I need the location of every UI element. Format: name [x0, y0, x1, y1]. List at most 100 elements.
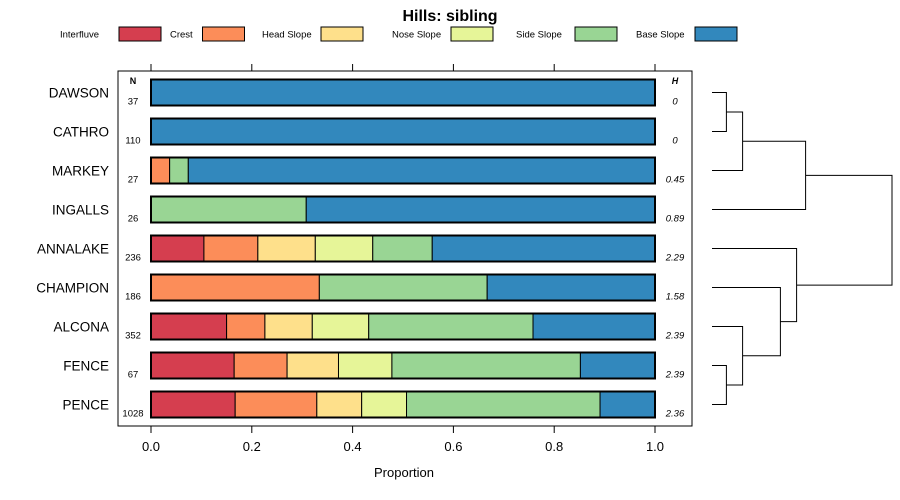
category-label-annalake: ANNALAKE: [37, 242, 109, 257]
n-value-pence: 1028: [122, 409, 143, 420]
h-header: H: [672, 76, 679, 86]
category-label-pence: PENCE: [62, 398, 109, 413]
bar-outline-champion: [150, 273, 656, 302]
dendrogram-branch-0: [712, 92, 727, 132]
n-value-champion: 186: [125, 292, 141, 303]
bar-segment-fence-nose-slope: [337, 352, 393, 379]
legend-label-side-slope: Side Slope: [516, 30, 562, 41]
bar-outline-alcona: [150, 312, 656, 341]
category-label-markey: MARKEY: [52, 164, 109, 179]
bar-segment-ingalls-base-slope: [305, 196, 656, 223]
bar-outline-ingalls: [150, 195, 656, 224]
n-value-alcona: 352: [125, 331, 141, 342]
bar-outline-pence: [150, 390, 656, 419]
h-value-annalake: 2.29: [665, 253, 685, 264]
n-value-markey: 27: [128, 175, 139, 186]
legend-label-interfluve: Interfluve: [60, 30, 99, 41]
n-value-dawson: 37: [128, 97, 139, 108]
h-value-fence: 2.39: [665, 370, 685, 381]
bar-segment-fence-base-slope: [579, 352, 656, 379]
chart-title: Hills: sibling: [402, 8, 497, 25]
legend-swatch-side-slope: [574, 26, 618, 42]
plot-frame: [117, 70, 693, 427]
category-label-dawson: DAWSON: [49, 86, 109, 101]
bar-segment-dawson-base-slope: [150, 79, 656, 106]
legend-label-nose-slope: Nose Slope: [392, 30, 441, 41]
bar-segment-pence-side-slope: [406, 391, 601, 418]
bar-segment-annalake-head-slope: [257, 235, 316, 262]
bar-outline-fence: [150, 351, 656, 380]
bar-segment-champion-side-slope: [318, 274, 488, 301]
bar-segment-alcona-crest: [226, 313, 266, 340]
bar-segment-annalake-base-slope: [431, 235, 656, 262]
legend-label-head-slope: Head Slope: [262, 30, 312, 41]
bar-outline-cathro: [150, 117, 656, 146]
legend: Interfluve Crest Head Slope Nose Slope Side …: [60, 26, 738, 42]
h-value-pence: 2.36: [665, 409, 685, 420]
category-label-champion: CHAMPION: [36, 281, 109, 296]
bar-segment-pence-nose-slope: [361, 391, 408, 418]
bar-outline-annalake: [150, 234, 656, 263]
x-tick-label-2: 0.4: [344, 439, 362, 454]
bar-segment-alcona-head-slope: [264, 313, 313, 340]
bar-segment-annalake-nose-slope: [314, 235, 374, 262]
bar-segment-champion-base-slope: [486, 274, 656, 301]
dendrogram-branch-6: [712, 248, 798, 323]
bar-segment-pence-interfluve: [150, 391, 236, 418]
n-value-ingalls: 26: [128, 214, 139, 225]
bar-segment-pence-head-slope: [316, 391, 363, 418]
h-value-alcona: 2.39: [665, 331, 685, 342]
x-tick-label-3: 0.6: [444, 439, 462, 454]
dendrogram: [712, 92, 893, 405]
bar-segment-champion-crest: [150, 274, 320, 301]
bar-segment-alcona-base-slope: [532, 313, 656, 340]
h-value-cathro: 0: [672, 136, 678, 147]
legend-label-base-slope: Base Slope: [636, 30, 685, 41]
category-label-ingalls: INGALLS: [52, 203, 109, 218]
dendrogram-branch-7: [796, 174, 893, 286]
h-value-markey: 0.45: [666, 175, 685, 186]
legend-swatch-head-slope: [320, 26, 364, 42]
legend-swatch-interfluve: [118, 26, 162, 42]
bar-segment-annalake-interfluve: [150, 235, 205, 262]
dendrogram-branch-2: [712, 140, 807, 210]
bar-segment-annalake-side-slope: [372, 235, 433, 262]
category-label-fence: FENCE: [63, 359, 109, 374]
bar-segment-markey-crest: [150, 157, 171, 184]
category-label-cathro: CATHRO: [53, 125, 109, 140]
bar-outline-markey: [150, 156, 656, 185]
dendrogram-branch-5: [712, 287, 781, 357]
category-label-alcona: ALCONA: [53, 320, 109, 335]
n-header: N: [130, 76, 137, 86]
bar-segment-fence-head-slope: [286, 352, 339, 379]
bar-segment-fence-interfluve: [150, 352, 235, 379]
h-value-ingalls: 0.89: [666, 214, 685, 225]
n-value-cathro: 110: [125, 136, 140, 147]
n-value-fence: 67: [128, 370, 139, 381]
bar-segment-alcona-side-slope: [368, 313, 534, 340]
h-value-dawson: 0: [672, 97, 678, 108]
bar-segment-alcona-nose-slope: [311, 313, 370, 340]
bar-segment-ingalls-side-slope: [150, 196, 307, 223]
dendrogram-branch-4: [712, 326, 744, 386]
bar-segment-markey-side-slope: [169, 157, 189, 184]
legend-swatch-crest: [202, 26, 245, 42]
x-tick-label-0: 0.0: [142, 439, 160, 454]
x-tick-label-4: 0.8: [545, 439, 563, 454]
bar-segment-fence-side-slope: [391, 352, 581, 379]
bar-segment-cathro-base-slope: [150, 118, 656, 145]
bar-segment-fence-crest: [233, 352, 288, 379]
bar-segment-markey-base-slope: [187, 157, 656, 184]
legend-label-crest: Crest: [170, 30, 193, 41]
bar-segment-pence-crest: [234, 391, 318, 418]
dendrogram-branch-3: [712, 365, 727, 405]
dendrogram-branch-1: [712, 111, 744, 171]
x-axis-label: Proportion: [374, 465, 434, 480]
legend-swatch-base-slope: [694, 26, 738, 42]
bar-outline-dawson: [150, 78, 656, 107]
x-tick-label-1: 0.2: [243, 439, 261, 454]
legend-swatch-nose-slope: [450, 26, 494, 42]
bar-segment-annalake-crest: [203, 235, 259, 262]
n-value-annalake: 236: [125, 253, 141, 264]
